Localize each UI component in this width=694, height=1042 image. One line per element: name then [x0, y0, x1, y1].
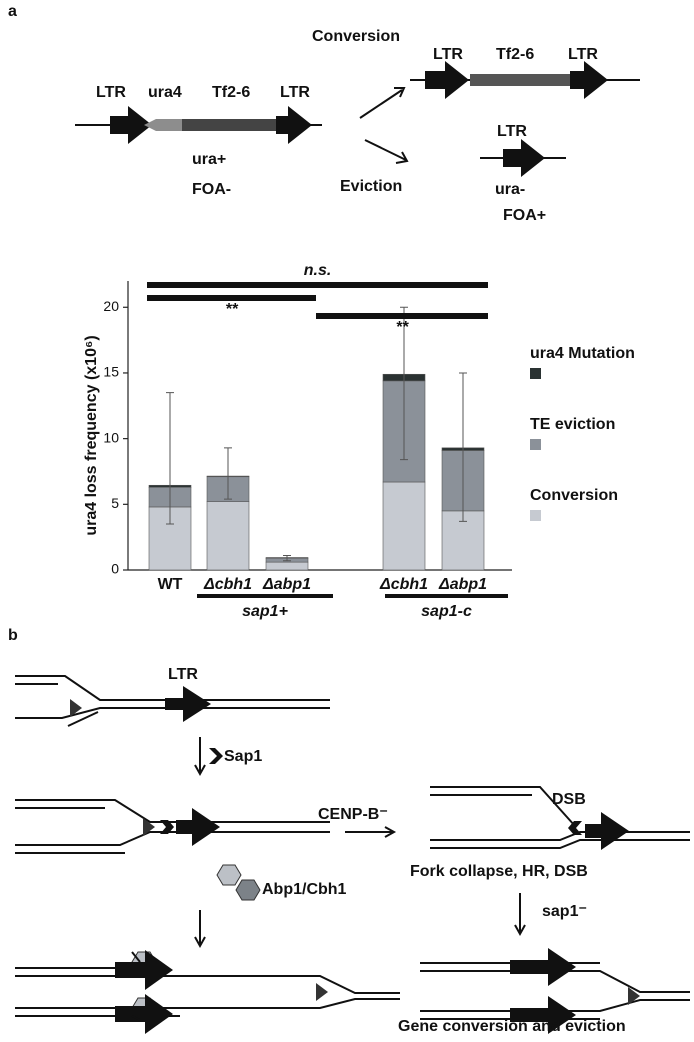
chart: 0 5 10 15 20 ura4 loss frequency (x10⁶) WT Δcbh…: [83, 262, 635, 620]
label: LTR: [96, 84, 126, 101]
ltr-arrow: [110, 106, 152, 144]
ltr-arrow: [425, 61, 469, 99]
fork: [15, 967, 400, 1017]
error-bar: [400, 306, 408, 461]
x-tick-label: Δcbh1: [203, 576, 252, 593]
label: ura+: [192, 151, 226, 168]
hexagon: [216, 864, 242, 886]
fork: [430, 786, 690, 849]
label: Abp1/Cbh1: [262, 881, 347, 898]
x-tick-label: Δabp1: [438, 576, 487, 593]
label: ura-: [495, 181, 525, 198]
y-tick-label: 0: [111, 561, 119, 577]
group-label: sap1-c: [421, 603, 472, 620]
x-tick-label: Δabp1: [262, 576, 311, 593]
ltr-arrow: [165, 686, 211, 722]
legend-swatch: [530, 510, 541, 521]
arrow: [359, 87, 409, 164]
ltr-arrow: [115, 994, 173, 1034]
sap1-icon: [568, 821, 582, 835]
fork-marker: [316, 983, 328, 1001]
label: Gene conversion and eviction: [398, 1018, 626, 1035]
schematics: a b LTR ura4 Tf2-6 LTR ura+ FOA- Convers…: [8, 3, 690, 1035]
group-label: sap1+: [242, 603, 288, 620]
ltr-arrow: [115, 950, 173, 990]
label: LTR: [168, 666, 198, 683]
label: FOA-: [192, 181, 231, 198]
legend-swatch: [530, 368, 541, 379]
label: Eviction: [340, 178, 402, 195]
ltr-arrow: [510, 996, 576, 1034]
error-bar: [224, 447, 232, 500]
tf2-bar: [470, 74, 570, 86]
label: CENP-B⁻: [318, 806, 388, 823]
y-tick-label: 10: [103, 429, 119, 445]
arrow: [345, 826, 397, 838]
ura4-arrow: [144, 119, 182, 131]
ltr-arrow: [570, 61, 608, 99]
tf2-bar: [182, 119, 278, 131]
label: LTR: [433, 46, 463, 63]
label: LTR: [280, 84, 310, 101]
arrow: [194, 910, 206, 949]
panel-label: a: [8, 3, 17, 20]
label: LTR: [497, 123, 527, 140]
arrow: [514, 893, 526, 937]
label: Fork collapse, HR, DSB: [410, 863, 588, 880]
ltr-arrow: [276, 106, 312, 144]
ltr-arrow: [510, 948, 576, 986]
legend-label: TE eviction: [530, 416, 615, 433]
fork: [15, 799, 330, 854]
x-tick-label: Δcbh1: [379, 576, 428, 593]
label: LTR: [568, 46, 598, 63]
y-tick-label: 15: [103, 364, 119, 380]
hex-edge: [131, 951, 141, 1021]
sap1-icon: [160, 820, 174, 834]
x-tick-label: WT: [158, 576, 183, 593]
panel-label: b: [8, 627, 18, 644]
fork-marker: [70, 699, 82, 717]
label: Tf2-6: [212, 84, 250, 101]
ltr-arrow: [503, 139, 545, 177]
error-bar: [459, 372, 467, 522]
bar-segment: [382, 481, 426, 571]
label: DSB: [552, 791, 586, 808]
y-tick-label: 5: [111, 495, 119, 511]
label: ura4: [148, 84, 182, 101]
y-tick-label: 20: [103, 298, 119, 314]
legend-label: ura4 Mutation: [530, 345, 635, 362]
bar-segment: [206, 501, 250, 571]
legend-swatch: [530, 439, 541, 450]
fork-marker: [628, 987, 640, 1005]
y-axis-label: ura4 loss frequency (x10⁶): [83, 335, 100, 535]
error-bar: [166, 392, 174, 525]
significance-label: n.s.: [304, 262, 332, 279]
label: Sap1: [224, 748, 262, 765]
significance-label: **: [396, 319, 409, 336]
legend-label: Conversion: [530, 487, 618, 504]
label: FOA+: [503, 207, 546, 224]
ltr-arrow: [585, 812, 629, 850]
hexagon: [235, 879, 261, 901]
ltr-arrow: [176, 808, 220, 846]
fork-marker: [143, 818, 155, 836]
sap1-icon: [209, 748, 223, 764]
label: sap1⁻: [542, 903, 587, 920]
significance-label: **: [225, 301, 238, 318]
bar-segment: [265, 561, 309, 571]
error-bar: [283, 555, 291, 562]
label: Conversion: [312, 28, 400, 45]
arrow: [194, 737, 206, 777]
fork: [15, 675, 330, 727]
label: Tf2-6: [496, 46, 534, 63]
